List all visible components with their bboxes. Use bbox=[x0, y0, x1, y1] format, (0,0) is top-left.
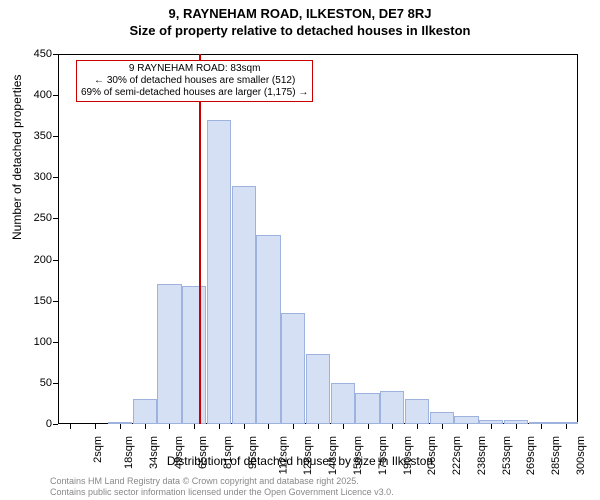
x-tick-mark bbox=[318, 424, 319, 429]
x-tick-mark bbox=[368, 424, 369, 429]
x-tick-mark bbox=[516, 424, 517, 429]
x-tick-mark bbox=[392, 424, 393, 429]
x-tick-mark bbox=[268, 424, 269, 429]
y-tick-mark bbox=[53, 136, 58, 137]
annotation-line-3: 69% of semi-detached houses are larger (… bbox=[81, 87, 308, 99]
chart-container: 9, RAYNEHAM ROAD, ILKESTON, DE7 8RJ Size… bbox=[0, 0, 600, 500]
plot-area: 0501001502002503003504004502sqm18sqm34sq… bbox=[58, 54, 578, 424]
x-tick-mark bbox=[467, 424, 468, 429]
footer-line-2: Contains public sector information licen… bbox=[50, 487, 394, 498]
y-tick-mark bbox=[53, 383, 58, 384]
histogram-bar bbox=[256, 235, 280, 424]
y-tick-mark bbox=[53, 424, 58, 425]
x-tick-mark bbox=[343, 424, 344, 429]
y-tick-mark bbox=[53, 177, 58, 178]
histogram-bar bbox=[454, 416, 478, 424]
annotation-line-2: ← 30% of detached houses are smaller (51… bbox=[81, 75, 308, 87]
y-tick-label: 200 bbox=[34, 254, 52, 266]
histogram-bar bbox=[182, 286, 206, 424]
histogram-bar bbox=[207, 120, 231, 424]
x-tick-mark bbox=[95, 424, 96, 429]
x-tick-mark bbox=[442, 424, 443, 429]
x-tick-mark bbox=[566, 424, 567, 429]
title-block: 9, RAYNEHAM ROAD, ILKESTON, DE7 8RJ Size… bbox=[0, 0, 600, 38]
histogram-bar bbox=[331, 383, 355, 424]
x-tick-mark bbox=[491, 424, 492, 429]
y-tick-label: 300 bbox=[34, 171, 52, 183]
axis-top bbox=[58, 54, 578, 55]
x-tick-mark bbox=[194, 424, 195, 429]
y-tick-mark bbox=[53, 54, 58, 55]
histogram-bar bbox=[133, 399, 157, 424]
chart-subtitle: Size of property relative to detached ho… bbox=[0, 23, 600, 38]
y-tick-mark bbox=[53, 95, 58, 96]
x-tick-mark bbox=[70, 424, 71, 429]
y-tick-label: 350 bbox=[34, 130, 52, 142]
x-tick-mark bbox=[417, 424, 418, 429]
histogram-bar bbox=[281, 313, 305, 424]
y-axis bbox=[58, 54, 59, 424]
x-tick-mark bbox=[145, 424, 146, 429]
x-tick-mark bbox=[541, 424, 542, 429]
y-tick-label: 450 bbox=[34, 48, 52, 60]
axis-right bbox=[577, 54, 578, 424]
histogram-bar bbox=[405, 399, 429, 424]
y-tick-mark bbox=[53, 342, 58, 343]
annotation-box: 9 RAYNEHAM ROAD: 83sqm← 30% of detached … bbox=[76, 60, 313, 102]
y-tick-label: 50 bbox=[40, 377, 52, 389]
reference-line bbox=[199, 54, 201, 424]
footer-attribution: Contains HM Land Registry data © Crown c… bbox=[50, 476, 394, 498]
y-tick-mark bbox=[53, 260, 58, 261]
x-tick-mark bbox=[120, 424, 121, 429]
y-tick-label: 0 bbox=[46, 418, 52, 430]
x-tick-mark bbox=[219, 424, 220, 429]
histogram-bar bbox=[355, 393, 379, 424]
y-tick-label: 100 bbox=[34, 336, 52, 348]
chart-title: 9, RAYNEHAM ROAD, ILKESTON, DE7 8RJ bbox=[0, 6, 600, 21]
y-tick-label: 150 bbox=[34, 295, 52, 307]
histogram-bar bbox=[380, 391, 404, 424]
x-axis-label: Distribution of detached houses by size … bbox=[0, 454, 600, 468]
y-tick-label: 400 bbox=[34, 89, 52, 101]
histogram-bar bbox=[157, 284, 181, 424]
x-tick-mark bbox=[169, 424, 170, 429]
histogram-bar bbox=[306, 354, 330, 424]
histogram-bar bbox=[430, 412, 454, 424]
y-tick-mark bbox=[53, 218, 58, 219]
x-tick-mark bbox=[293, 424, 294, 429]
y-axis-label: Number of detached properties bbox=[10, 75, 24, 240]
x-tick-mark bbox=[244, 424, 245, 429]
histogram-bar bbox=[232, 186, 256, 424]
y-tick-mark bbox=[53, 301, 58, 302]
footer-line-1: Contains HM Land Registry data © Crown c… bbox=[50, 476, 394, 487]
annotation-line-1: 9 RAYNEHAM ROAD: 83sqm bbox=[81, 63, 308, 75]
y-tick-label: 250 bbox=[34, 212, 52, 224]
